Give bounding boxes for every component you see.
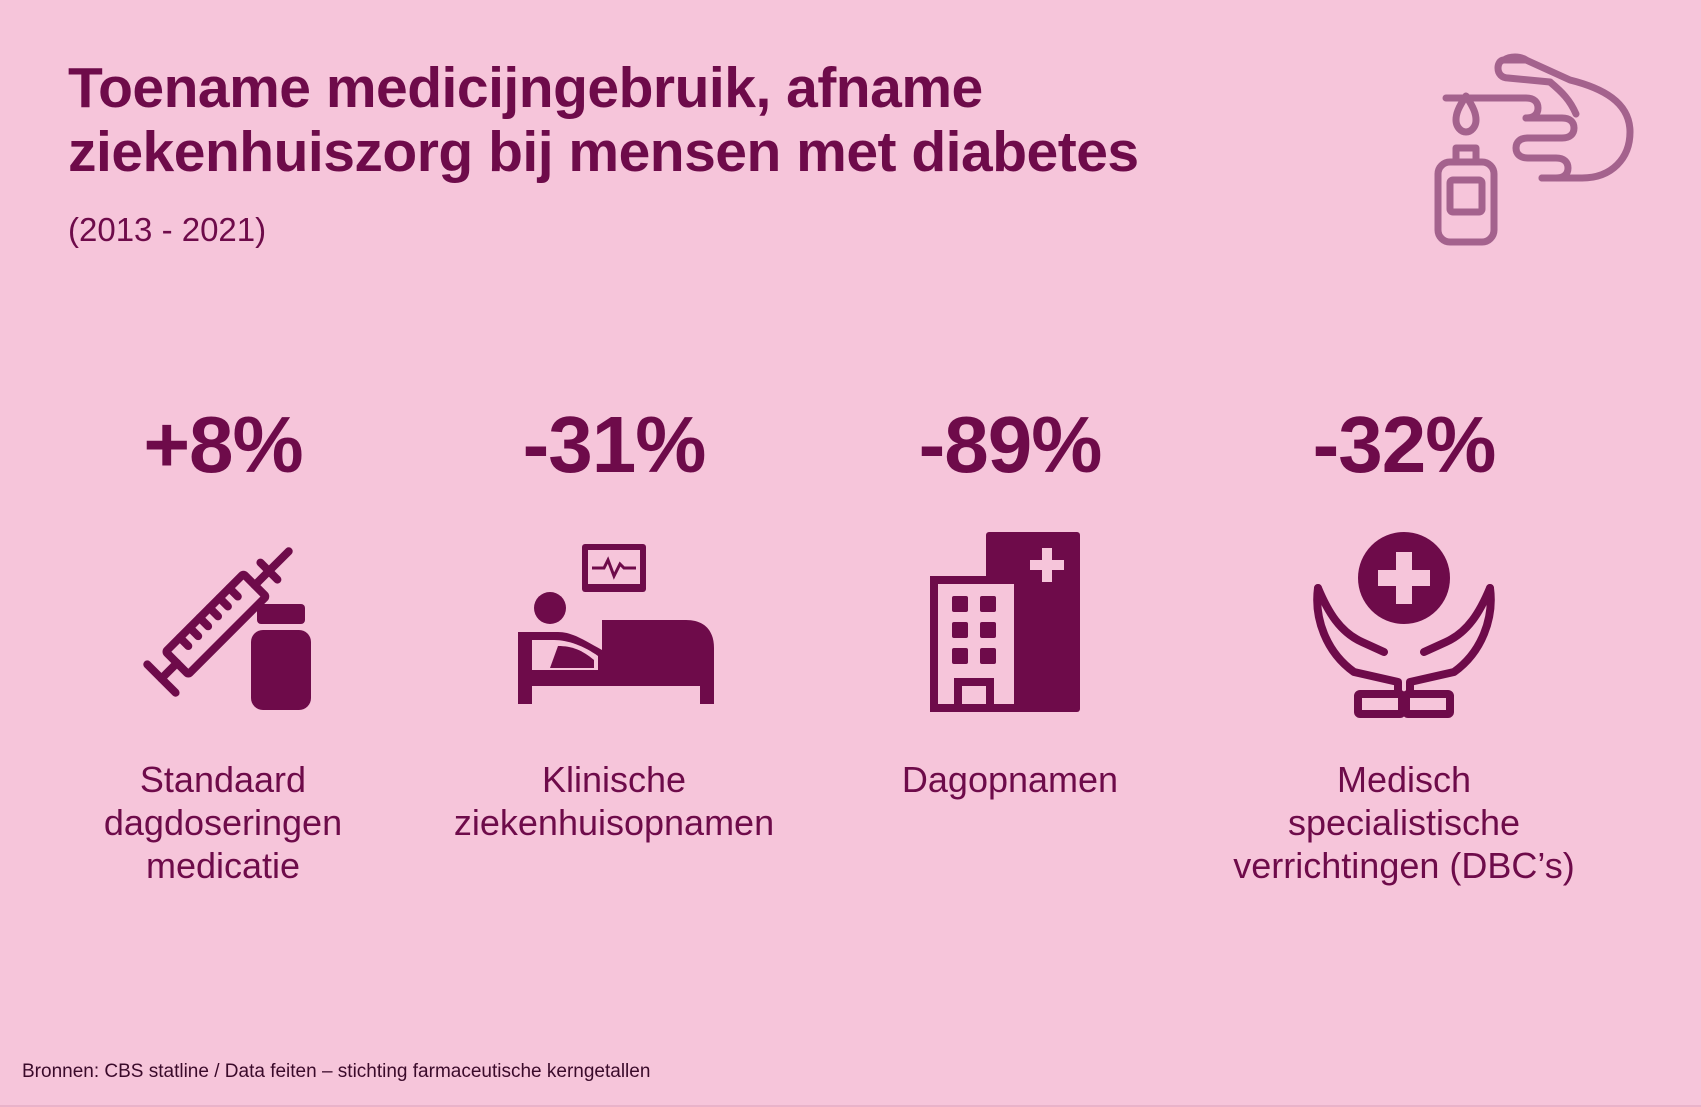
stat-value: +8% <box>143 400 303 489</box>
stat-day-admissions: -89% Dagopnamen <box>810 400 1210 801</box>
title-line-1: Toename medicijngebruik, afname <box>68 56 983 120</box>
stat-label-line: Dagopnamen <box>901 759 1119 800</box>
stat-label-line: Standaard <box>139 759 307 800</box>
stat-value: -31% <box>522 400 707 489</box>
stat-label: Dagopnamen <box>810 758 1210 801</box>
syringe-vial-icon <box>143 547 311 710</box>
hospital-building-icon <box>930 532 1080 712</box>
stat-label-line: verrichtingen (DBC’s) <box>1233 845 1575 886</box>
stat-label-line: medicatie <box>145 845 301 886</box>
stat-label-line: specialistische <box>1287 802 1521 843</box>
stat-label-line: Medisch <box>1336 759 1472 800</box>
stat-label-line: ziekenhuisopnamen <box>453 802 775 843</box>
hospital-bed-icon <box>518 544 714 704</box>
stat-label: Klinische ziekenhuisopnamen <box>414 758 814 844</box>
stat-clinical-admissions: -31% Klinische ziekenhuisopnamen <box>414 400 814 844</box>
period-subtitle: (2013 - 2021) <box>68 211 267 248</box>
stat-value: -89% <box>918 400 1103 489</box>
page-title: Toename medicijngebruik, afname ziekenhu… <box>68 56 1348 184</box>
hands-cross-icon <box>1313 532 1495 718</box>
glucose-meter-icon <box>1434 53 1634 246</box>
stat-medication: +8% Standaard dagdoseringen <box>23 400 423 887</box>
source-note: Bronnen: CBS statline / Data feiten – st… <box>22 1061 651 1082</box>
stat-label: Medisch specialistische verrichtingen (D… <box>1204 758 1604 887</box>
stat-label: Standaard dagdoseringen medicatie <box>23 758 423 887</box>
bottom-divider <box>0 1105 1701 1107</box>
stat-value: -32% <box>1312 400 1497 489</box>
stat-label-line: dagdoseringen <box>103 802 343 843</box>
title-line-2: ziekenhuiszorg bij mensen met diabetes <box>68 120 1139 184</box>
stat-label-line: Klinische <box>541 759 687 800</box>
stat-specialist-procedures: -32% Medisch specialistische verrichting… <box>1204 400 1604 887</box>
